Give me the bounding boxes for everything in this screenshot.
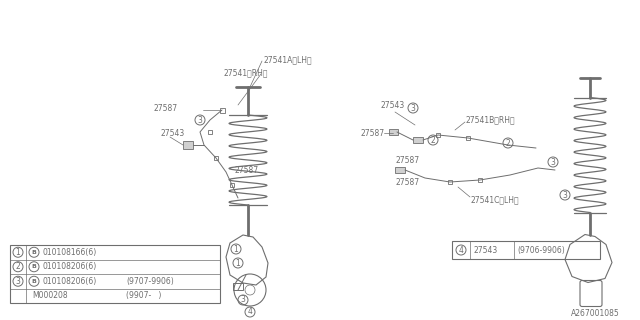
Text: (9706-9906): (9706-9906) xyxy=(517,245,564,254)
Text: 4: 4 xyxy=(248,308,252,316)
Text: 27587: 27587 xyxy=(395,156,419,164)
Text: 1: 1 xyxy=(15,248,20,257)
Text: 27543: 27543 xyxy=(473,245,497,254)
Text: 3: 3 xyxy=(198,116,202,124)
Text: 27541A〈LH〉: 27541A〈LH〉 xyxy=(263,55,312,65)
Bar xyxy=(388,129,397,135)
Text: 010108206(6): 010108206(6) xyxy=(42,277,96,286)
Text: 27587: 27587 xyxy=(395,178,419,187)
Text: M000208: M000208 xyxy=(32,291,68,300)
Bar xyxy=(478,178,482,182)
Text: 27587: 27587 xyxy=(234,165,258,174)
Text: 3: 3 xyxy=(563,190,568,199)
Text: 27541C〈LH〉: 27541C〈LH〉 xyxy=(470,196,518,204)
Bar xyxy=(452,241,600,259)
Text: 010108206(6): 010108206(6) xyxy=(42,262,96,271)
Bar xyxy=(233,283,243,290)
Text: 010108166(6): 010108166(6) xyxy=(42,248,96,257)
Bar xyxy=(214,156,218,160)
Text: 3: 3 xyxy=(411,103,415,113)
Bar xyxy=(436,133,440,137)
Text: 2: 2 xyxy=(431,135,435,145)
Text: (9707-9906): (9707-9906) xyxy=(126,277,173,286)
Bar xyxy=(10,245,220,303)
Text: A267001085: A267001085 xyxy=(572,308,620,317)
Bar xyxy=(395,167,405,173)
Text: B: B xyxy=(31,279,36,284)
Text: 3: 3 xyxy=(15,277,20,286)
Bar xyxy=(448,180,452,184)
Bar xyxy=(230,183,234,187)
Bar xyxy=(466,136,470,140)
Text: 27543: 27543 xyxy=(380,100,404,109)
Text: 1: 1 xyxy=(234,244,238,253)
Text: 27543: 27543 xyxy=(160,129,184,138)
Text: 2: 2 xyxy=(15,262,20,271)
Bar xyxy=(183,141,193,149)
Bar xyxy=(220,108,225,113)
Text: 27587: 27587 xyxy=(154,103,178,113)
Text: 3: 3 xyxy=(241,295,245,305)
Bar xyxy=(208,130,212,134)
Text: 27541B〈RH〉: 27541B〈RH〉 xyxy=(465,116,515,124)
Text: 27587: 27587 xyxy=(360,129,384,138)
Text: B: B xyxy=(31,264,36,269)
Text: 27541〈RH〉: 27541〈RH〉 xyxy=(223,68,268,77)
Text: 2: 2 xyxy=(506,139,510,148)
Text: 1: 1 xyxy=(236,259,241,268)
Text: (9907-   ): (9907- ) xyxy=(126,291,161,300)
Text: B: B xyxy=(31,250,36,255)
Text: 4: 4 xyxy=(459,245,463,254)
Text: 3: 3 xyxy=(550,157,556,166)
Bar xyxy=(413,137,423,143)
